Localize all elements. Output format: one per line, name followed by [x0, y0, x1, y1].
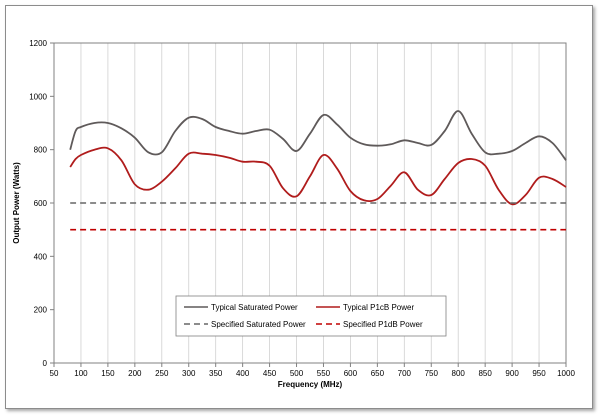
- chart-frame: 0 200 400 600 800 1000 1200 50 100 150 200 250 300 3…: [5, 5, 593, 409]
- legend-label-4: Specified P1dB Power: [343, 320, 423, 329]
- x-tick-label-350: 350: [209, 369, 223, 378]
- x-tick-label-200: 200: [128, 369, 142, 378]
- x-tick-label-750: 750: [425, 369, 439, 378]
- x-tick-label-400: 400: [236, 369, 250, 378]
- x-tick-label-150: 150: [101, 369, 115, 378]
- x-tick-label-900: 900: [505, 369, 519, 378]
- y-tick-label-0: 0: [43, 359, 48, 368]
- x-tick-label-550: 550: [317, 369, 331, 378]
- y-tick-label-1000: 1000: [29, 92, 47, 101]
- line-chart: 0 200 400 600 800 1000 1200 50 100 150 200 250 300 3…: [12, 39, 575, 389]
- series-line-2: [69, 146, 567, 206]
- series-line-1: [69, 110, 567, 161]
- y-tick-label-1200: 1200: [29, 39, 47, 48]
- x-tick-label-800: 800: [452, 369, 466, 378]
- x-tick-label-50: 50: [50, 369, 59, 378]
- legend-label-3: Specified Saturated Power: [211, 320, 306, 329]
- x-tick-label-300: 300: [182, 369, 196, 378]
- y-tick-label-400: 400: [34, 252, 48, 261]
- x-tick-labels: 50 100 150 200 250 300 350 400 450 500 550 600 650 70…: [50, 363, 575, 378]
- x-tick-label-450: 450: [263, 369, 277, 378]
- x-tick-label-600: 600: [344, 369, 358, 378]
- x-tick-label-250: 250: [155, 369, 169, 378]
- x-axis-title: Frequency (MHz): [278, 380, 343, 389]
- y-axis-title: Output Power (Watts): [12, 162, 21, 244]
- data-series: [69, 110, 567, 231]
- x-tick-label-650: 650: [371, 369, 385, 378]
- legend-label-2: Typical P1cB Power: [343, 303, 414, 312]
- y-tick-labels: 0 200 400 600 800 1000 1200: [29, 39, 54, 368]
- legend: Typical Saturated Power Typical P1cB Powe…: [175, 295, 447, 337]
- y-tick-label-600: 600: [34, 199, 48, 208]
- y-tick-label-200: 200: [34, 306, 48, 315]
- x-tick-label-850: 850: [478, 369, 492, 378]
- x-tick-label-100: 100: [74, 369, 88, 378]
- x-tick-label-700: 700: [398, 369, 412, 378]
- y-tick-label-800: 800: [34, 146, 48, 155]
- legend-label-1: Typical Saturated Power: [211, 303, 298, 312]
- x-tick-label-500: 500: [290, 369, 304, 378]
- x-tick-label-1000: 1000: [557, 369, 575, 378]
- legend-box: [175, 295, 447, 337]
- x-tick-label-950: 950: [532, 369, 546, 378]
